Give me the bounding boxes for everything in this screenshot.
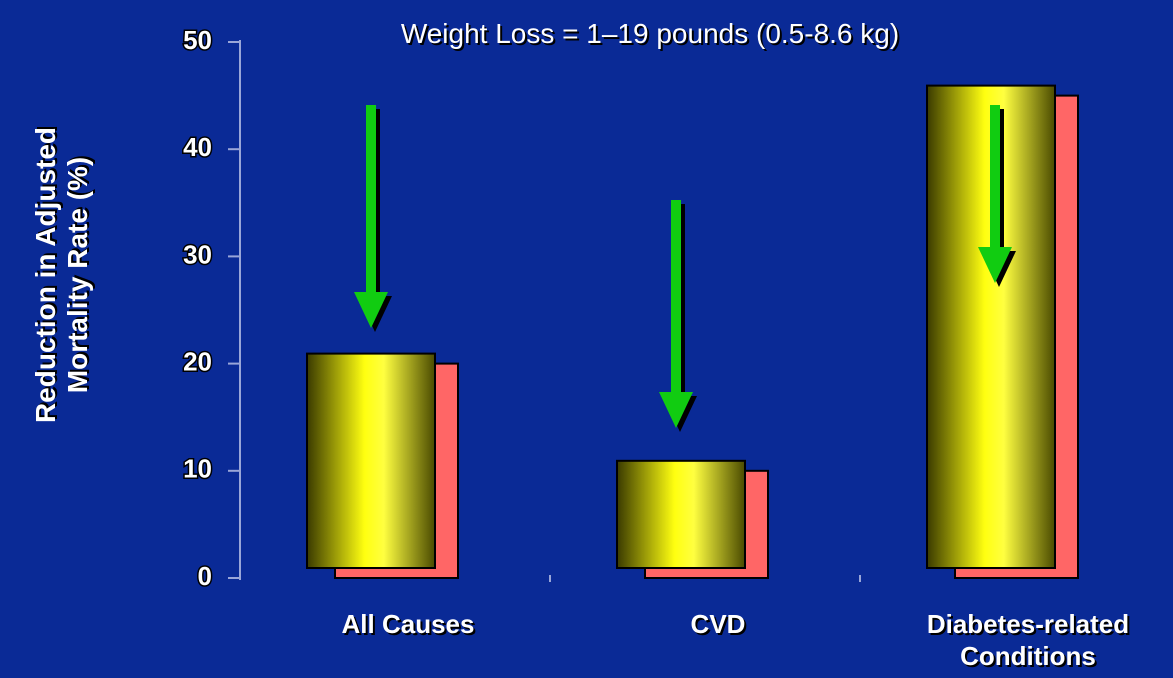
bar: [616, 459, 746, 569]
y-axis-label: Reduction in Adjusted Mortality Rate (%): [30, 126, 93, 424]
y-tick-label: 40: [183, 132, 212, 162]
y-tick-label: 10: [183, 454, 212, 484]
y-tick-label: 50: [183, 25, 212, 55]
y-tick-label: 30: [183, 239, 212, 269]
arrows: [354, 105, 1016, 432]
chart-title: Weight Loss = 1–19 pounds (0.5-8.6 kg): [400, 18, 900, 49]
y-tick-label: 20: [183, 346, 212, 376]
y-tick-label: 0: [198, 561, 212, 591]
x-tick-label: CVD: [690, 609, 746, 639]
x-tick-label: Diabetes-related Conditions: [926, 609, 1130, 671]
x-tick-label: All Causes: [341, 609, 475, 639]
bar: [306, 352, 436, 569]
